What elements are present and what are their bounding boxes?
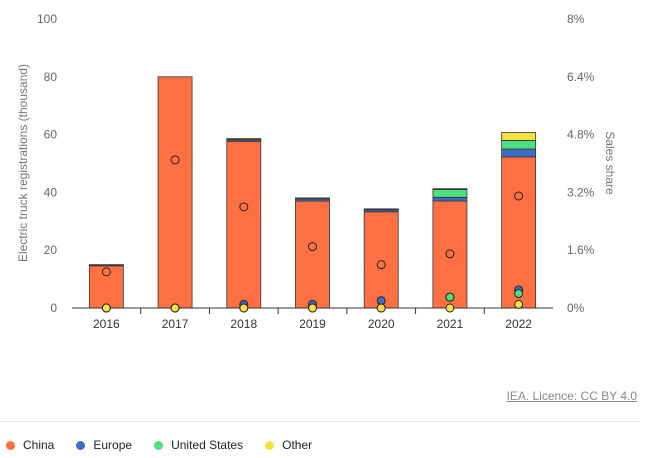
share-marker-china-2021[interactable]: [445, 249, 455, 259]
y2-tick-label: 3.2%: [567, 185, 595, 199]
x-tick-label: 2021: [437, 317, 464, 331]
share-markers: [101, 155, 524, 313]
y-tick-label: 0: [50, 301, 57, 315]
bar-other-2022[interactable]: [501, 132, 537, 141]
y2-axis-title: Sales share: [603, 131, 617, 195]
bar-europe-2022[interactable]: [501, 148, 537, 158]
divider: [0, 421, 640, 422]
bar-china-2018[interactable]: [226, 140, 262, 309]
share-marker-other-2017[interactable]: [170, 303, 180, 313]
share-marker-other-2016[interactable]: [101, 303, 111, 313]
share-marker-china-2016[interactable]: [101, 267, 111, 277]
bar-other-2018[interactable]: [226, 138, 262, 140]
x-tick-label: 2020: [368, 317, 395, 331]
share-marker-united-states-2021[interactable]: [445, 292, 455, 302]
bar-other-2021[interactable]: [432, 188, 468, 190]
y-axis-left: 0 20 40 60 80 100: [37, 12, 57, 315]
y-axis-title: Electric truck registrations (thousand): [16, 64, 30, 262]
share-marker-united-states-2022[interactable]: [514, 289, 524, 299]
y-tick-label: 100: [37, 12, 57, 26]
legend-item-europe[interactable]: Europe: [76, 438, 132, 452]
bar-china-2020[interactable]: [363, 211, 399, 309]
y-tick-label: 60: [44, 128, 58, 142]
bar-china-2022[interactable]: [501, 156, 537, 309]
y2-tick-label: 6.4%: [567, 70, 595, 84]
legend-label: United States: [171, 438, 244, 452]
bar-china-2019[interactable]: [295, 200, 330, 309]
bar-united-states-2021[interactable]: [432, 189, 468, 198]
legend-label: China: [23, 438, 55, 452]
share-marker-other-2021[interactable]: [445, 303, 455, 313]
share-marker-other-2019[interactable]: [308, 303, 317, 313]
legend: China Europe United States Other: [6, 438, 312, 452]
credit-link[interactable]: IEA. Licence: CC BY 4.0: [506, 389, 637, 403]
legend-swatch: [265, 440, 275, 450]
share-marker-china-2020[interactable]: [376, 260, 386, 270]
share-marker-other-2020[interactable]: [376, 303, 386, 313]
bar-china-2016[interactable]: [88, 265, 124, 309]
share-marker-china-2017[interactable]: [170, 155, 180, 165]
y-tick-label: 20: [44, 243, 58, 257]
bar-europe-2021[interactable]: [432, 196, 468, 202]
bars: [88, 76, 537, 309]
y2-tick-label: 8%: [567, 12, 585, 26]
x-tick-label: 2019: [299, 317, 326, 331]
legend-swatch: [6, 440, 15, 450]
legend-swatch: [76, 440, 86, 450]
x-tick-label: 2022: [505, 317, 532, 331]
legend-label: Europe: [93, 438, 133, 452]
bar-china-2021[interactable]: [432, 200, 468, 309]
legend-swatch: [154, 440, 164, 450]
bar-other-2019[interactable]: [295, 197, 330, 200]
x-tick-label: 2016: [93, 317, 120, 331]
legend-label: Other: [282, 438, 313, 452]
y-tick-label: 80: [44, 70, 58, 84]
bar-other-2020[interactable]: [363, 208, 399, 210]
legend-item-united-states[interactable]: United States: [154, 438, 243, 452]
y2-tick-label: 0%: [567, 301, 585, 315]
x-axis: 2016 2017 2018 2019 2020 2021 2022: [93, 308, 532, 331]
legend-item-china[interactable]: China: [6, 438, 54, 452]
share-marker-china-2022[interactable]: [514, 191, 524, 201]
bar-other-2016[interactable]: [88, 264, 124, 266]
legend-item-other[interactable]: Other: [265, 438, 312, 452]
y-axis-right: 0% 1.6% 3.2% 4.8% 6.4% 8%: [567, 12, 595, 315]
share-marker-china-2019[interactable]: [308, 242, 317, 252]
share-marker-other-2022[interactable]: [514, 299, 524, 309]
y2-tick-label: 4.8%: [567, 128, 595, 142]
y2-tick-label: 1.6%: [567, 243, 595, 257]
x-tick-label: 2017: [162, 317, 189, 331]
bar-united-states-2022[interactable]: [501, 139, 537, 150]
x-tick-label: 2018: [230, 317, 257, 331]
share-marker-china-2018[interactable]: [239, 202, 249, 212]
bar-china-2017[interactable]: [157, 76, 193, 309]
y-tick-label: 40: [44, 185, 58, 199]
share-marker-other-2018[interactable]: [239, 303, 249, 313]
